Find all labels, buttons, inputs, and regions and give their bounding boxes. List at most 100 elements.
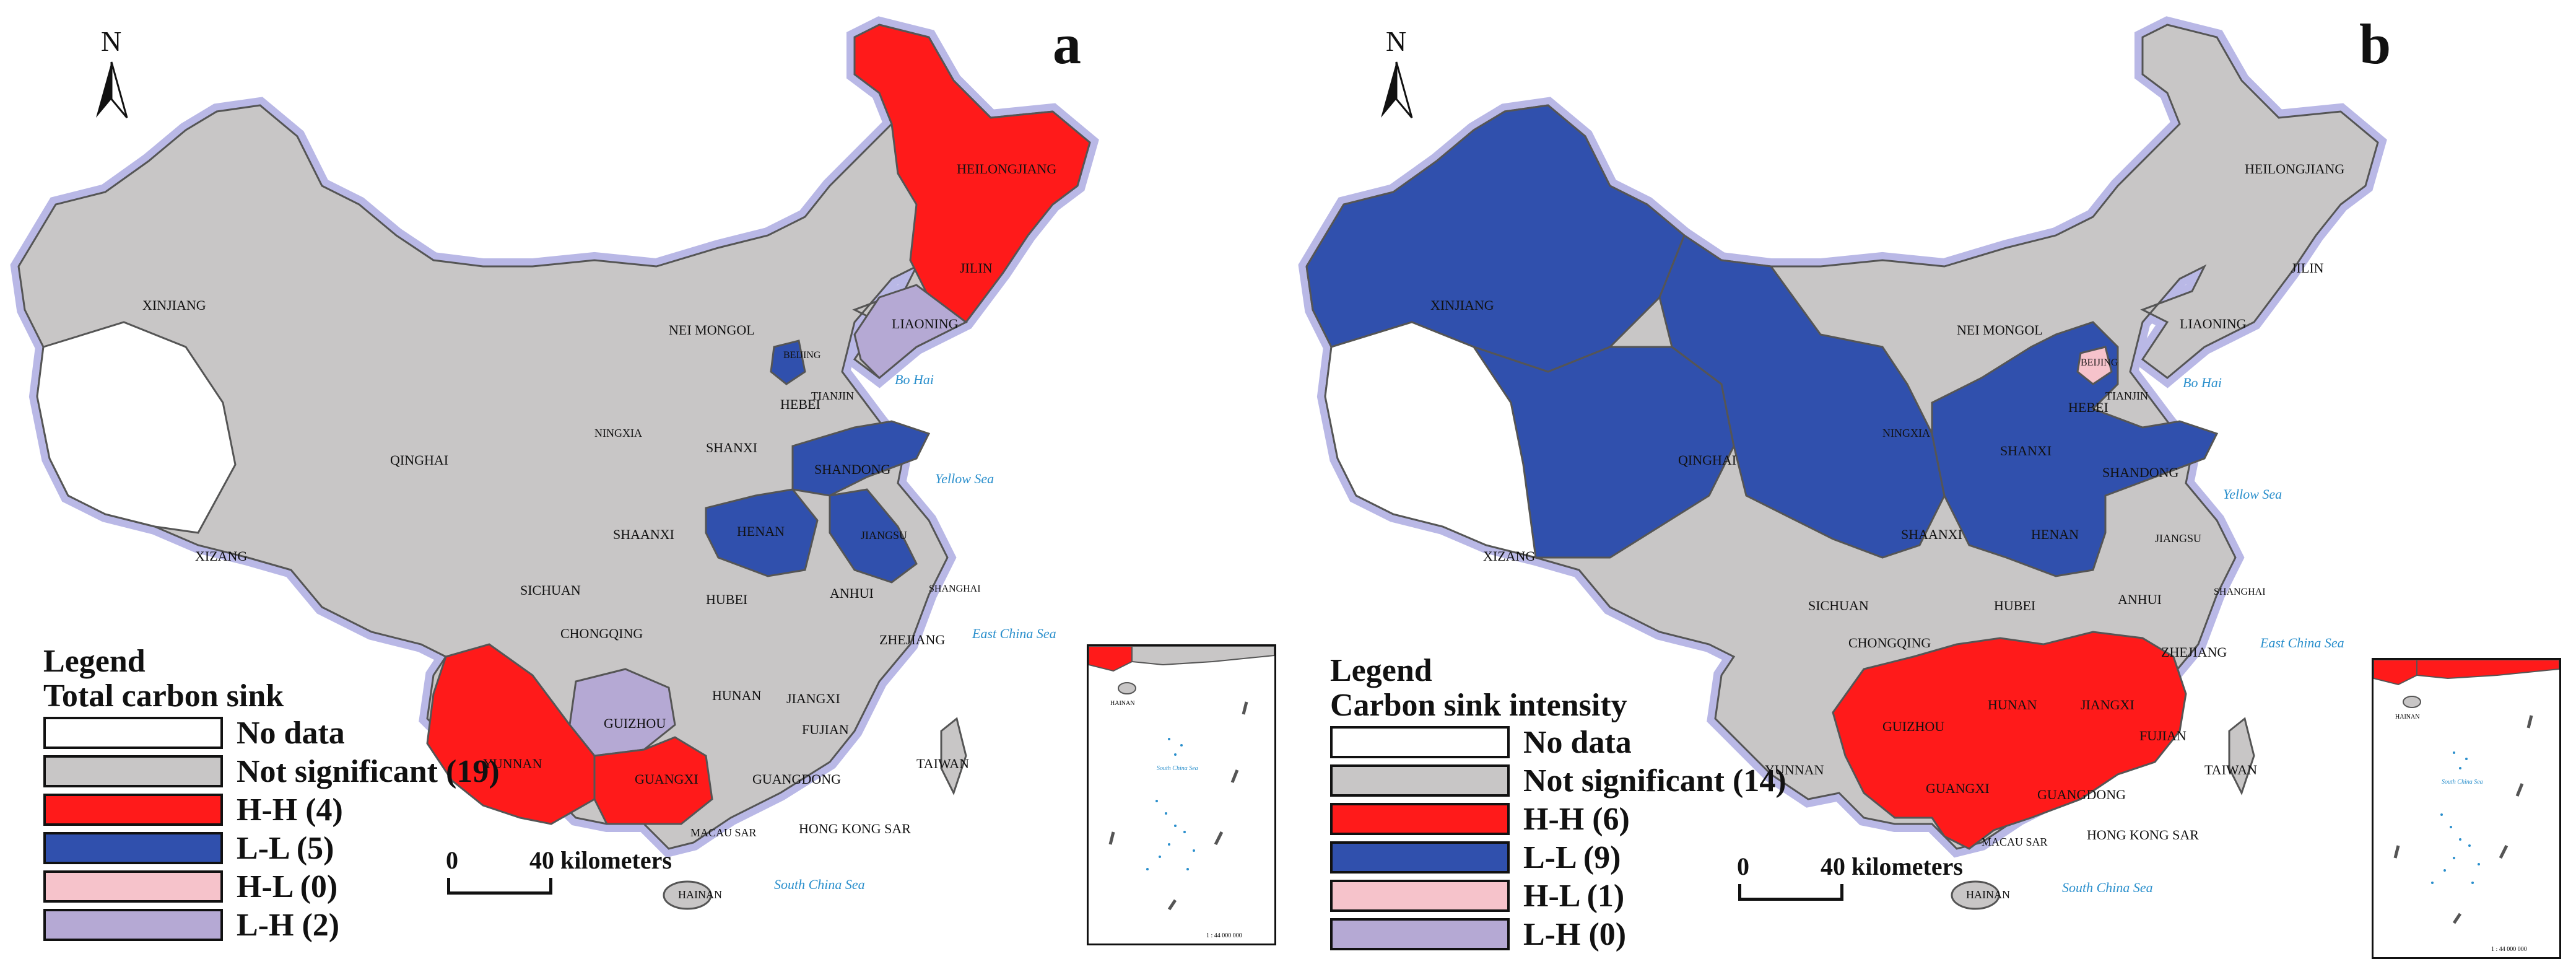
province-beijing	[2076, 346, 2113, 385]
legend-swatch	[43, 755, 223, 787]
label-south-china-sea: South China Sea	[2062, 880, 2153, 895]
label-east-china-sea: East China Sea	[972, 626, 1056, 641]
label-jiangsu: JIANGSU	[861, 529, 907, 541]
legend-swatch	[1330, 918, 1510, 950]
legend-item: H-L (0)	[43, 867, 500, 906]
label-yunnan: YUNNAN	[483, 756, 542, 771]
legend-label: H-H (4)	[237, 792, 343, 828]
legend-item: L-H (0)	[1330, 915, 1786, 953]
label-jilin: JILIN	[960, 260, 993, 276]
label-hubei: HUBEI	[706, 592, 747, 607]
label-tianjin: TIANJIN	[811, 390, 854, 402]
north-arrow-letter: N	[1386, 25, 1407, 57]
province-shandong	[791, 420, 931, 497]
legend-label: L-L (5)	[237, 830, 334, 866]
panel-letter-b: b	[2359, 12, 2391, 76]
scale-zero: 0	[446, 846, 458, 874]
label-hong-kong: HONG KONG SAR	[799, 821, 911, 836]
legend-label: L-H (2)	[237, 907, 340, 943]
label-xizang: XIZANG	[195, 548, 247, 564]
label-shanxi: SHANXI	[2000, 443, 2052, 458]
label-fujian: FUJIAN	[2139, 728, 2187, 743]
legend-label: L-L (9)	[1523, 839, 1621, 875]
legend-item: H-H (6)	[1330, 800, 1786, 838]
legend-label: L-H (0)	[1523, 916, 1627, 952]
label-shandong: SHANDONG	[2102, 465, 2179, 480]
label-jiangsu: JIANGSU	[2155, 532, 2201, 545]
legend-title: Legend	[43, 644, 146, 679]
province-liaoning	[853, 284, 968, 380]
label-ningxia: NINGXIA	[1882, 427, 1930, 439]
label-hong-kong: HONG KONG SAR	[2087, 827, 2199, 843]
legend-label: H-L (1)	[1523, 878, 1625, 914]
province-xizang	[1324, 321, 1537, 559]
label-macau: MACAU SAR	[1982, 836, 2048, 848]
legend-swatch	[43, 832, 223, 864]
china-map	[1307, 25, 2378, 910]
scale-zero: 0	[1737, 852, 1749, 880]
north-arrow-icon	[96, 62, 111, 118]
label-east-china-sea: East China Sea	[2260, 635, 2344, 650]
legend-label: H-L (0)	[237, 869, 338, 904]
inset-map: HAINAN South China Sea 1 : 44 000 000	[2372, 658, 2561, 959]
label-guangxi: GUANGXI	[635, 771, 698, 787]
legend-item: H-L (1)	[1330, 877, 1786, 915]
inset-map: HAINAN South China Sea 1 : 44 000 000	[1087, 644, 1276, 945]
label-henan: HENAN	[2031, 527, 2079, 542]
legend-item: Not significant (19)	[43, 752, 500, 790]
map-panel-a: XINJIANG XIZANG QINGHAI NEI MONGOL HEILO…	[0, 0, 1288, 910]
label-anhui: ANHUI	[830, 585, 874, 601]
label-beijing: BEIJING	[783, 350, 821, 361]
label-shanghai: SHANGHAI	[929, 584, 981, 594]
label-tianjin: TIANJIN	[2105, 390, 2148, 402]
label-hainan: HAINAN	[1966, 888, 2010, 901]
legend-item: No data	[43, 714, 500, 752]
legend-label: No data	[1523, 724, 1632, 760]
label-zhejiang: ZHEJIANG	[879, 632, 945, 647]
label-xizang: XIZANG	[1483, 548, 1535, 564]
label-anhui: ANHUI	[2118, 592, 2162, 607]
legend-swatch	[1330, 764, 1510, 797]
map-labels-b: XINJIANG XIZANG QINGHAI NEI MONGOL HEILO…	[1430, 161, 2344, 901]
legend-swatch	[1330, 803, 1510, 835]
label-jiangxi: JIANGXI	[2081, 697, 2134, 712]
label-bo-hai: Bo Hai	[2183, 375, 2222, 390]
label-taiwan: TAIWAN	[916, 756, 969, 771]
legend-item: L-L (9)	[1330, 838, 1786, 877]
province-guangxi	[593, 736, 713, 825]
province-henan	[705, 488, 819, 577]
legend-subtitle: Carbon sink intensity	[1330, 688, 1627, 723]
label-hubei: HUBEI	[1994, 598, 2035, 613]
legend-swatch	[43, 794, 223, 826]
panel-letter-a: a	[1053, 12, 1081, 76]
label-guangxi: GUANGXI	[1926, 781, 1990, 796]
province-hainan	[1951, 880, 2000, 910]
label-qinghai: QINGHAI	[1678, 452, 1736, 468]
label-shanghai: SHANGHAI	[2214, 587, 2266, 597]
label-hainan: HAINAN	[678, 888, 722, 901]
legend-title: Legend	[1330, 653, 1432, 688]
label-qinghai: QINGHAI	[390, 452, 448, 468]
label-jiangxi: JIANGXI	[786, 691, 840, 706]
label-south-china-sea: South China Sea	[774, 877, 865, 892]
panel-a: XINJIANG XIZANG QINGHAI NEI MONGOL HEILO…	[0, 0, 1288, 957]
legend-swatch	[43, 909, 223, 941]
province-hainan	[663, 880, 712, 910]
label-sichuan: SICHUAN	[520, 582, 581, 598]
label-nei-mongol: NEI MONGOL	[669, 322, 755, 338]
label-hebei: HEBEI	[2068, 400, 2108, 415]
label-yunnan: YUNNAN	[1765, 762, 1824, 777]
label-hunan: HUNAN	[1988, 697, 2037, 712]
label-beijing: BEIJING	[2081, 357, 2118, 368]
label-heilongjiang: HEILONGJIANG	[2245, 161, 2344, 177]
label-xinjiang: XINJIANG	[142, 297, 206, 313]
label-hunan: HUNAN	[712, 688, 762, 703]
scale-distance: 40 kilometers	[1821, 852, 1963, 880]
label-yellow-sea: Yellow Sea	[935, 471, 994, 486]
legend-swatch	[43, 717, 223, 749]
label-bo-hai: Bo Hai	[895, 372, 934, 387]
legend-item: H-H (4)	[43, 790, 500, 829]
province-taiwan	[2228, 717, 2255, 795]
inset-label-hainan: HAINAN	[1110, 700, 1134, 707]
label-guangdong: GUANGDONG	[2037, 787, 2126, 802]
